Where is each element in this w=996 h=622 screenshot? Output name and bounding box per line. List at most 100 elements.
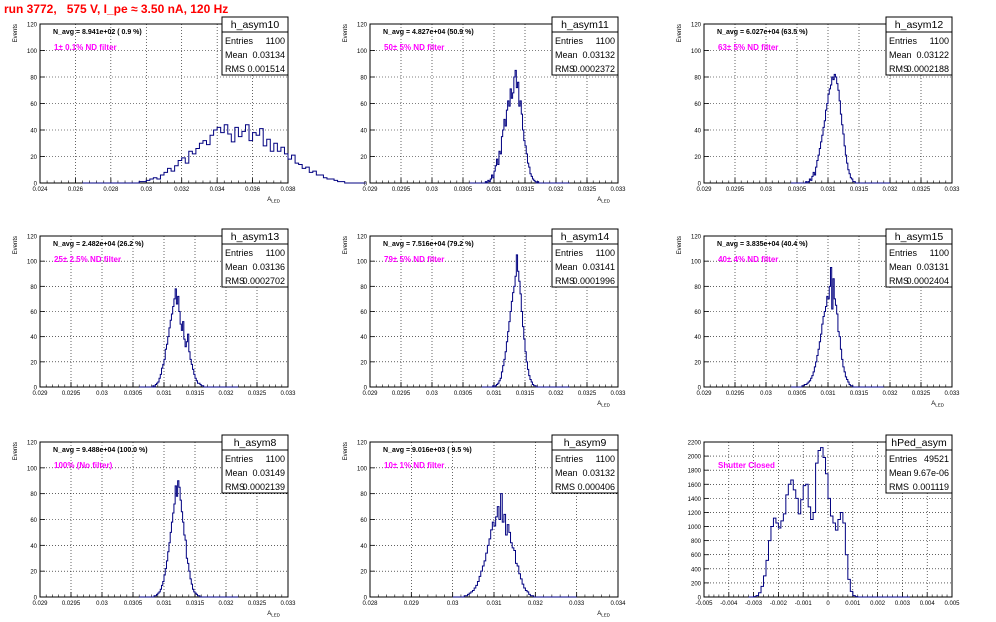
navg-label: N_avg = 9.488e+04 (100.0 %): [53, 447, 148, 454]
stats-row-value: 0.0002139: [242, 482, 285, 492]
histogram-series-h_asym9: [452, 493, 577, 598]
x-tick-label: 0.031: [486, 187, 502, 193]
x-axis-label: ALED: [597, 401, 611, 408]
x-tick-label: 0.026: [68, 187, 84, 193]
y-tick-label: 60: [30, 310, 37, 316]
y-tick-label: 0: [34, 386, 38, 392]
stats-row-value: 49521: [924, 454, 949, 464]
stats-row-value: 0.0002372: [572, 64, 615, 74]
y-tick-label: 60: [30, 518, 37, 524]
x-tick-label: 0.031: [486, 601, 502, 607]
stats-row-value: 0.03141: [582, 262, 615, 272]
stats-row-label: Entries: [555, 248, 584, 258]
x-tick-label: 0.033: [610, 391, 626, 397]
y-tick-label: 100: [691, 49, 702, 55]
stats-box-frame: [221, 16, 289, 76]
navg-label: N_avg = 3.835e+04 (40.4 %): [717, 241, 808, 248]
stats-row-label: Entries: [889, 454, 918, 464]
x-tick-label: 0.0325: [578, 187, 597, 193]
x-tick-label: 0.0295: [62, 391, 81, 397]
navg-label: N_avg = 7.516e+04 (79.2 %): [383, 241, 474, 248]
x-tick-label: 0.034: [610, 601, 626, 607]
stats-row-value: 1100: [930, 36, 949, 46]
y-tick-label: 120: [27, 23, 38, 29]
y-tick-label: 1400: [688, 497, 702, 503]
x-axis-label-subscript: LED: [601, 403, 611, 408]
histogram-panel-h_asym9: 0.028 0.029 0.03 0.031 0.032 0.033 0.034 0 20 40 6…: [343, 434, 626, 618]
x-tick-label: 0.031: [820, 391, 836, 397]
x-tick-label: 0.03: [96, 391, 108, 397]
filter-annotation: 10± 1% ND filter: [384, 461, 444, 470]
stats-row-value: 0.03132: [582, 50, 615, 60]
y-axis-label: Events: [343, 24, 349, 42]
x-tick-label: 0.03: [760, 391, 772, 397]
stats-box: h_asym9 Entries 1100 Mean 0.03132 RMS 0.000406: [551, 434, 619, 494]
filter-annotation: 79± 5% ND filter: [384, 255, 444, 264]
y-tick-label: 20: [360, 155, 367, 161]
histogram-series-h_asym15: [790, 266, 884, 388]
x-tick-label: 0.03: [426, 187, 438, 193]
x-tick-label: -0.004: [720, 601, 738, 607]
stats-box-frame: [885, 16, 953, 76]
x-axis-label-subscript: LED: [271, 613, 281, 618]
stats-row-value: 0.001514: [247, 64, 285, 74]
x-tick-label: 0.029: [32, 601, 48, 607]
stats-row-label: Mean: [889, 262, 912, 272]
y-tick-label: 40: [360, 129, 367, 135]
x-tick-label: 0.032: [548, 391, 564, 397]
histogram-series-h_asym13: [139, 288, 239, 388]
histogram-panel-h_asym14: 0.029 0.0295 0.03 0.0305 0.031 0.0315 0.032 0.0…: [343, 228, 626, 408]
x-tick-label: 0.0295: [726, 187, 745, 193]
stats-row-label: Mean: [225, 468, 248, 478]
stats-histogram-name: h_asym13: [231, 231, 280, 243]
stats-row-label: RMS: [889, 276, 909, 286]
y-axis-label: Events: [13, 236, 19, 254]
y-tick-label: 80: [360, 285, 367, 291]
y-axis-label: Events: [343, 442, 349, 460]
x-tick-label: 0.032: [528, 601, 544, 607]
x-tick-label: 0.033: [569, 601, 585, 607]
y-tick-label: 60: [694, 310, 701, 316]
x-tick-label: -0.005: [695, 601, 713, 607]
x-axis-label: ALED: [267, 197, 281, 204]
x-tick-label: 0.032: [882, 391, 898, 397]
x-axis-label-subscript: LED: [935, 403, 945, 408]
y-tick-label: 60: [360, 518, 367, 524]
x-tick-label: 0.0295: [392, 391, 411, 397]
stats-row-label: Entries: [555, 454, 584, 464]
y-tick-label: 40: [360, 335, 367, 341]
stats-box-frame: [221, 228, 289, 288]
x-tick-label: 0.029: [404, 601, 420, 607]
y-tick-label: 0: [364, 386, 368, 392]
x-axis-label: ALED: [931, 401, 945, 408]
navg-label: N_avg = 2.482e+04 (26.2 %): [53, 241, 144, 248]
x-tick-label: 0.001: [845, 601, 861, 607]
histogram-series-h_asym11: [469, 69, 570, 184]
x-tick-label: 0.0305: [124, 601, 143, 607]
y-tick-label: 60: [30, 102, 37, 108]
y-tick-label: 2200: [688, 441, 702, 447]
y-tick-label: 120: [691, 235, 702, 241]
y-tick-label: 20: [30, 570, 37, 576]
y-tick-label: 20: [694, 360, 701, 366]
filter-annotation: 50± 5% ND filter: [384, 43, 444, 52]
stats-row-value: 0.03149: [252, 468, 285, 478]
y-tick-label: 1000: [688, 525, 702, 531]
x-tick-label: 0.032: [218, 391, 234, 397]
stats-row-value: 0.03134: [252, 50, 285, 60]
x-tick-label: 0.028: [362, 601, 378, 607]
y-tick-label: 120: [691, 23, 702, 29]
stats-box-frame: [885, 228, 953, 288]
y-tick-label: 20: [360, 570, 367, 576]
x-tick-label: 0.033: [610, 187, 626, 193]
y-tick-label: 40: [694, 129, 701, 135]
histogram-panel-h_asym15: 0.029 0.0295 0.03 0.0305 0.031 0.0315 0.032 0.0…: [677, 228, 960, 408]
stats-row-label: Mean: [555, 262, 578, 272]
y-tick-label: 120: [357, 441, 368, 447]
x-tick-label: 0.004: [920, 601, 936, 607]
filter-annotation: 40± 4% ND filter: [718, 255, 778, 264]
x-tick-label: 0.034: [210, 187, 226, 193]
stats-histogram-name: h_asym12: [895, 19, 944, 31]
stats-row-label: RMS: [889, 482, 909, 492]
y-tick-label: 20: [360, 360, 367, 366]
